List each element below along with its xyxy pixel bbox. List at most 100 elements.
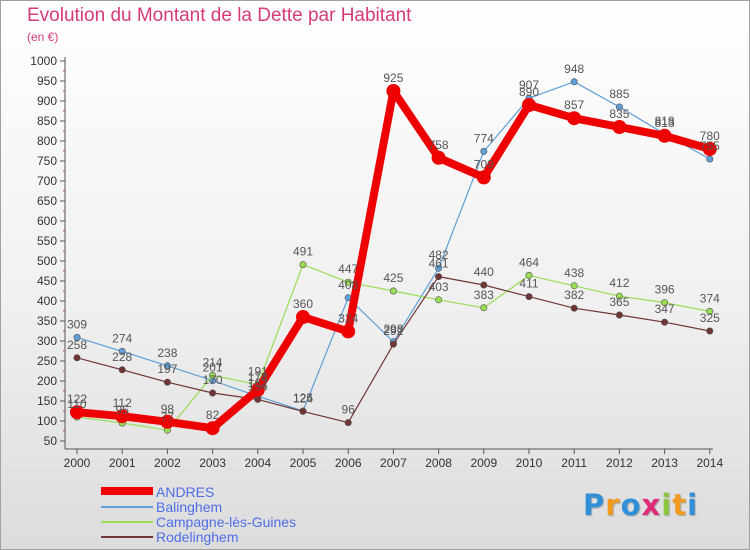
data-point [73, 333, 81, 341]
data-label: 258 [67, 338, 87, 352]
data-label: 125 [293, 391, 313, 405]
x-tick-label: 2010 [516, 456, 543, 470]
data-label: 382 [564, 288, 584, 302]
data-label: 755 [700, 139, 720, 153]
x-tick-label: 2014 [696, 456, 723, 470]
data-point [163, 362, 171, 370]
y-tick-label: 700 [37, 174, 57, 188]
data-label: 907 [519, 78, 539, 92]
data-point [386, 84, 401, 98]
logo-letter: r [605, 488, 621, 522]
y-tick-label: 550 [37, 234, 57, 248]
data-point [160, 414, 175, 429]
data-label: 298 [383, 322, 403, 336]
data-label: 162 [248, 376, 268, 390]
x-tick-label: 2002 [154, 456, 181, 470]
data-label: 201 [203, 361, 223, 375]
data-point [525, 271, 533, 279]
data-label: 403 [429, 280, 449, 294]
data-point [615, 103, 623, 111]
logo-letter: o [620, 488, 642, 522]
data-point [299, 407, 307, 415]
x-tick-label: 2000 [64, 456, 91, 470]
data-point [706, 155, 714, 163]
y-tick-label: 750 [37, 154, 57, 168]
y-tick-label: 200 [37, 374, 57, 388]
data-point [480, 147, 488, 155]
data-label: 95 [116, 403, 130, 417]
data-point [706, 327, 714, 335]
logo-letter: x [641, 488, 662, 522]
data-point [70, 405, 84, 420]
x-tick-label: 2001 [109, 456, 136, 470]
data-label: 482 [429, 248, 449, 262]
data-label: 238 [157, 346, 177, 360]
data-label: 374 [700, 291, 720, 305]
logo-letter: i [687, 488, 699, 522]
data-label: 774 [474, 131, 494, 145]
y-tick-label: 250 [37, 354, 57, 368]
data-point [118, 347, 126, 355]
data-point [661, 318, 669, 326]
data-label: 197 [157, 362, 177, 376]
series-line-0 [73, 87, 714, 433]
data-label: 365 [609, 295, 629, 309]
x-tick-label: 2007 [380, 456, 407, 470]
data-label: 438 [564, 266, 584, 280]
data-point [612, 120, 627, 134]
data-label: 461 [429, 257, 449, 271]
data-point [431, 150, 446, 165]
y-tick-label: 300 [37, 334, 57, 348]
legend-swatch [101, 506, 153, 508]
data-label: 77 [161, 410, 175, 424]
data-point [435, 296, 443, 304]
data-point [299, 261, 307, 269]
data-label: 925 [383, 71, 403, 85]
data-label: 835 [609, 107, 629, 121]
data-label: 124 [293, 391, 313, 405]
data-point [250, 382, 265, 397]
chart-title: Evolution du Montant de la Dette par Hab… [27, 5, 412, 26]
data-label: 324 [338, 311, 358, 325]
data-label: 228 [112, 350, 132, 364]
data-label: 709 [474, 157, 494, 171]
x-tick-label: 2011 [561, 456, 587, 470]
y-tick-label: 950 [37, 74, 57, 88]
x-tick-label: 2013 [651, 456, 678, 470]
data-label: 411 [519, 277, 538, 291]
data-point [525, 293, 533, 301]
data-label: 818 [655, 114, 675, 128]
data-label: 948 [564, 62, 584, 76]
legend-label: Campagne-lès-Guines [156, 514, 297, 530]
x-tick-label: 2006 [335, 456, 362, 470]
y-tick-label: 800 [37, 134, 57, 148]
y-tick-label: 400 [37, 294, 57, 308]
data-point [435, 273, 443, 281]
data-point [567, 111, 582, 126]
data-label: 360 [293, 297, 313, 311]
data-point [389, 340, 397, 348]
y-tick-label: 350 [37, 314, 57, 328]
x-tick-label: 2003 [199, 456, 226, 470]
data-point [344, 278, 352, 286]
y-tick-label: 650 [37, 194, 57, 208]
legend-swatch [101, 487, 153, 495]
x-tick-label: 2012 [606, 456, 633, 470]
x-tick-label: 2004 [244, 456, 271, 470]
logo-letter: i [661, 488, 673, 522]
chart-unit-label: (en €) [27, 30, 59, 44]
data-label: 112 [113, 396, 132, 410]
data-label: 154 [248, 379, 268, 393]
data-point [435, 264, 443, 272]
data-point [570, 78, 578, 86]
data-label: 857 [564, 98, 584, 112]
legend-label: Balinghem [156, 499, 223, 515]
data-label: 309 [67, 317, 87, 331]
data-label: 96 [342, 403, 356, 417]
data-label: 885 [609, 87, 629, 101]
y-tick-label: 150 [37, 394, 57, 408]
data-point [522, 98, 536, 112]
data-label: 780 [700, 129, 720, 143]
data-label: 408 [338, 278, 358, 292]
